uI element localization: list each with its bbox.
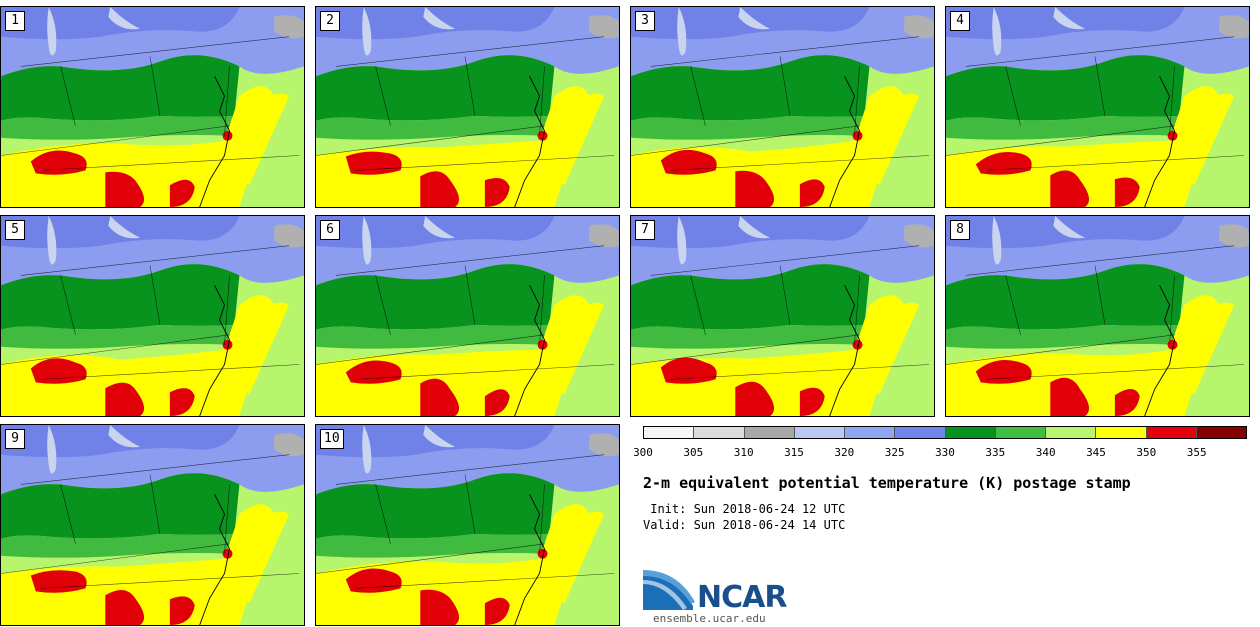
theta-e-map bbox=[631, 7, 934, 207]
figure-title: 2-m equivalent potential temperature (K)… bbox=[643, 474, 1131, 492]
colorbar-segment bbox=[644, 427, 694, 438]
ensemble-member-panel: 7 bbox=[630, 215, 935, 417]
colorbar-tick-label: 315 bbox=[784, 446, 804, 459]
colorbar-tick-label: 325 bbox=[884, 446, 905, 459]
ncar-logo-icon bbox=[643, 570, 695, 610]
colorbar-tick-label: 320 bbox=[834, 446, 855, 459]
colorbar-segment bbox=[844, 427, 895, 438]
theta-e-map bbox=[316, 7, 619, 207]
colorbar-tick-label: 345 bbox=[1086, 446, 1106, 459]
theta-e-map bbox=[1, 7, 304, 207]
logo-text: NCAR bbox=[697, 580, 787, 615]
member-number-label: 5 bbox=[5, 220, 25, 240]
colorbar-segment bbox=[1195, 427, 1246, 438]
colorbar-segment bbox=[793, 427, 844, 438]
ensemble-member-panel: 2 bbox=[315, 6, 620, 208]
ensemble-member-panel: 5 bbox=[0, 215, 305, 417]
init-time: Init: Sun 2018-06-24 12 UTC bbox=[643, 502, 846, 516]
member-number-label: 9 bbox=[5, 429, 25, 449]
member-number-label: 6 bbox=[320, 220, 340, 240]
ensemble-member-panel: 4 bbox=[945, 6, 1250, 208]
valid-time: Valid: Sun 2018-06-24 14 UTC bbox=[643, 518, 846, 532]
colorbar-segment bbox=[944, 427, 995, 438]
colorbar-tick-label: 330 bbox=[935, 446, 955, 459]
theta-e-map bbox=[946, 216, 1249, 416]
colorbar-segment bbox=[1045, 427, 1096, 438]
colorbar-tick-label: 340 bbox=[1035, 446, 1056, 459]
theta-e-map bbox=[631, 216, 934, 416]
colorbar-tick-label: 335 bbox=[985, 446, 1006, 459]
colorbar-segment bbox=[1145, 427, 1196, 438]
colorbar-segment bbox=[994, 427, 1045, 438]
colorbar bbox=[643, 426, 1247, 439]
member-number-label: 8 bbox=[950, 220, 970, 240]
colorbar-tick-label: 350 bbox=[1136, 446, 1157, 459]
theta-e-map bbox=[316, 425, 619, 625]
member-number-label: 10 bbox=[320, 429, 344, 449]
ensemble-member-panel: 8 bbox=[945, 215, 1250, 417]
ensemble-member-panel: 9 bbox=[0, 424, 305, 626]
theta-e-map bbox=[316, 216, 619, 416]
colorbar-tick-label: 310 bbox=[733, 446, 754, 459]
colorbar-segment bbox=[894, 427, 945, 438]
member-number-label: 3 bbox=[635, 11, 655, 31]
theta-e-map bbox=[1, 216, 304, 416]
ensemble-member-panel: 10 bbox=[315, 424, 620, 626]
ensemble-member-panel: 6 bbox=[315, 215, 620, 417]
theta-e-map bbox=[1, 425, 304, 625]
colorbar-tick-label: 305 bbox=[683, 446, 704, 459]
theta-e-map bbox=[946, 7, 1249, 207]
member-number-label: 2 bbox=[320, 11, 340, 31]
ensemble-member-panel: 3 bbox=[630, 6, 935, 208]
colorbar-segment bbox=[693, 427, 744, 438]
ensemble-member-panel: 1 bbox=[0, 6, 305, 208]
member-number-label: 1 bbox=[5, 11, 25, 31]
colorbar-segment bbox=[1095, 427, 1146, 438]
member-number-label: 7 bbox=[635, 220, 655, 240]
website-link[interactable]: ensemble.ucar.edu bbox=[653, 612, 766, 625]
colorbar-tick-label: 355 bbox=[1186, 446, 1207, 459]
member-number-label: 4 bbox=[950, 11, 970, 31]
colorbar-segment bbox=[743, 427, 794, 438]
colorbar-tick-label: 300 bbox=[633, 446, 653, 459]
